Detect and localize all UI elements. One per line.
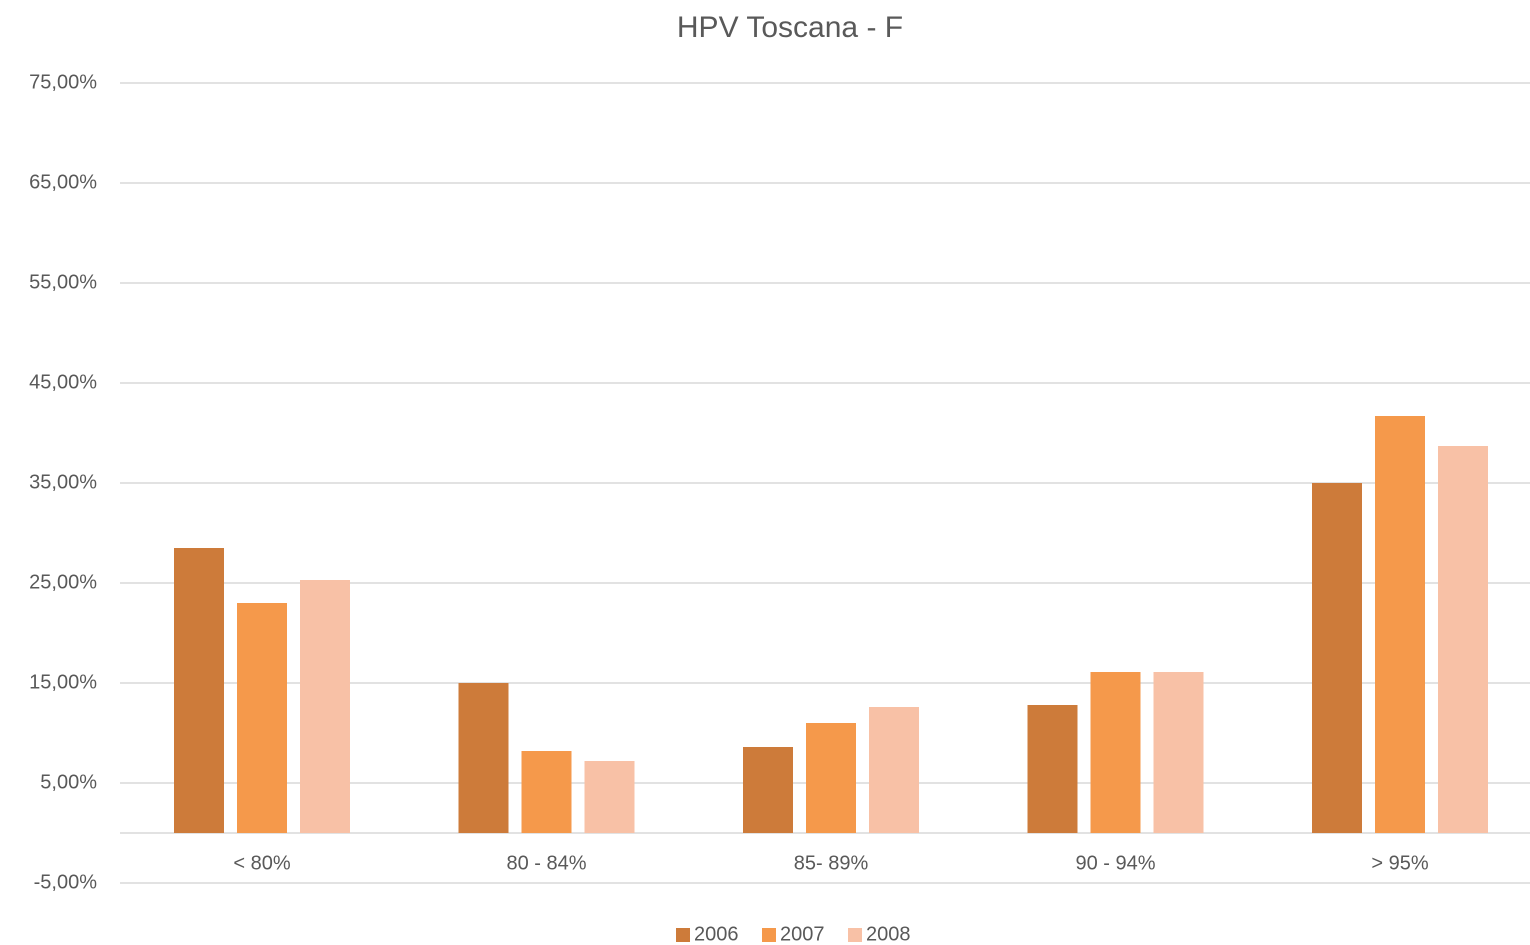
legend-label: 2008 <box>866 923 911 945</box>
x-tick-label: > 95% <box>1371 852 1428 874</box>
bar <box>1375 416 1425 833</box>
legend-label: 2006 <box>694 923 739 945</box>
legend-swatch <box>676 928 690 942</box>
bar <box>743 747 793 833</box>
chart-title: HPV Toscana - F <box>677 11 903 44</box>
y-tick-label: 75,00% <box>29 71 97 93</box>
y-tick-label: 35,00% <box>29 471 97 493</box>
y-tick-label: 55,00% <box>29 271 97 293</box>
bar <box>1438 446 1488 833</box>
y-tick-label: -5,00% <box>34 871 98 893</box>
bar <box>1153 672 1204 833</box>
y-tick-label: 45,00% <box>29 371 97 393</box>
bar <box>869 707 919 833</box>
bar <box>300 580 350 833</box>
y-tick-label: 65,00% <box>29 171 97 193</box>
bar <box>237 603 287 833</box>
legend-label: 2007 <box>780 923 825 945</box>
bar <box>806 723 856 833</box>
bar <box>458 683 509 833</box>
bar <box>584 761 635 833</box>
bar <box>1090 672 1141 833</box>
bar <box>521 751 572 833</box>
bar <box>1027 705 1078 833</box>
x-tick-label: 85- 89% <box>794 852 869 874</box>
legend-swatch <box>848 928 862 942</box>
x-tick-label: 80 - 84% <box>506 852 586 874</box>
x-tick-label: < 80% <box>233 852 290 874</box>
y-tick-label: 15,00% <box>29 671 97 693</box>
bar <box>174 548 224 833</box>
y-tick-label: 5,00% <box>40 771 97 793</box>
legend-swatch <box>762 928 776 942</box>
x-tick-label: 90 - 94% <box>1075 852 1155 874</box>
y-tick-label: 25,00% <box>29 571 97 593</box>
bar <box>1312 483 1362 833</box>
